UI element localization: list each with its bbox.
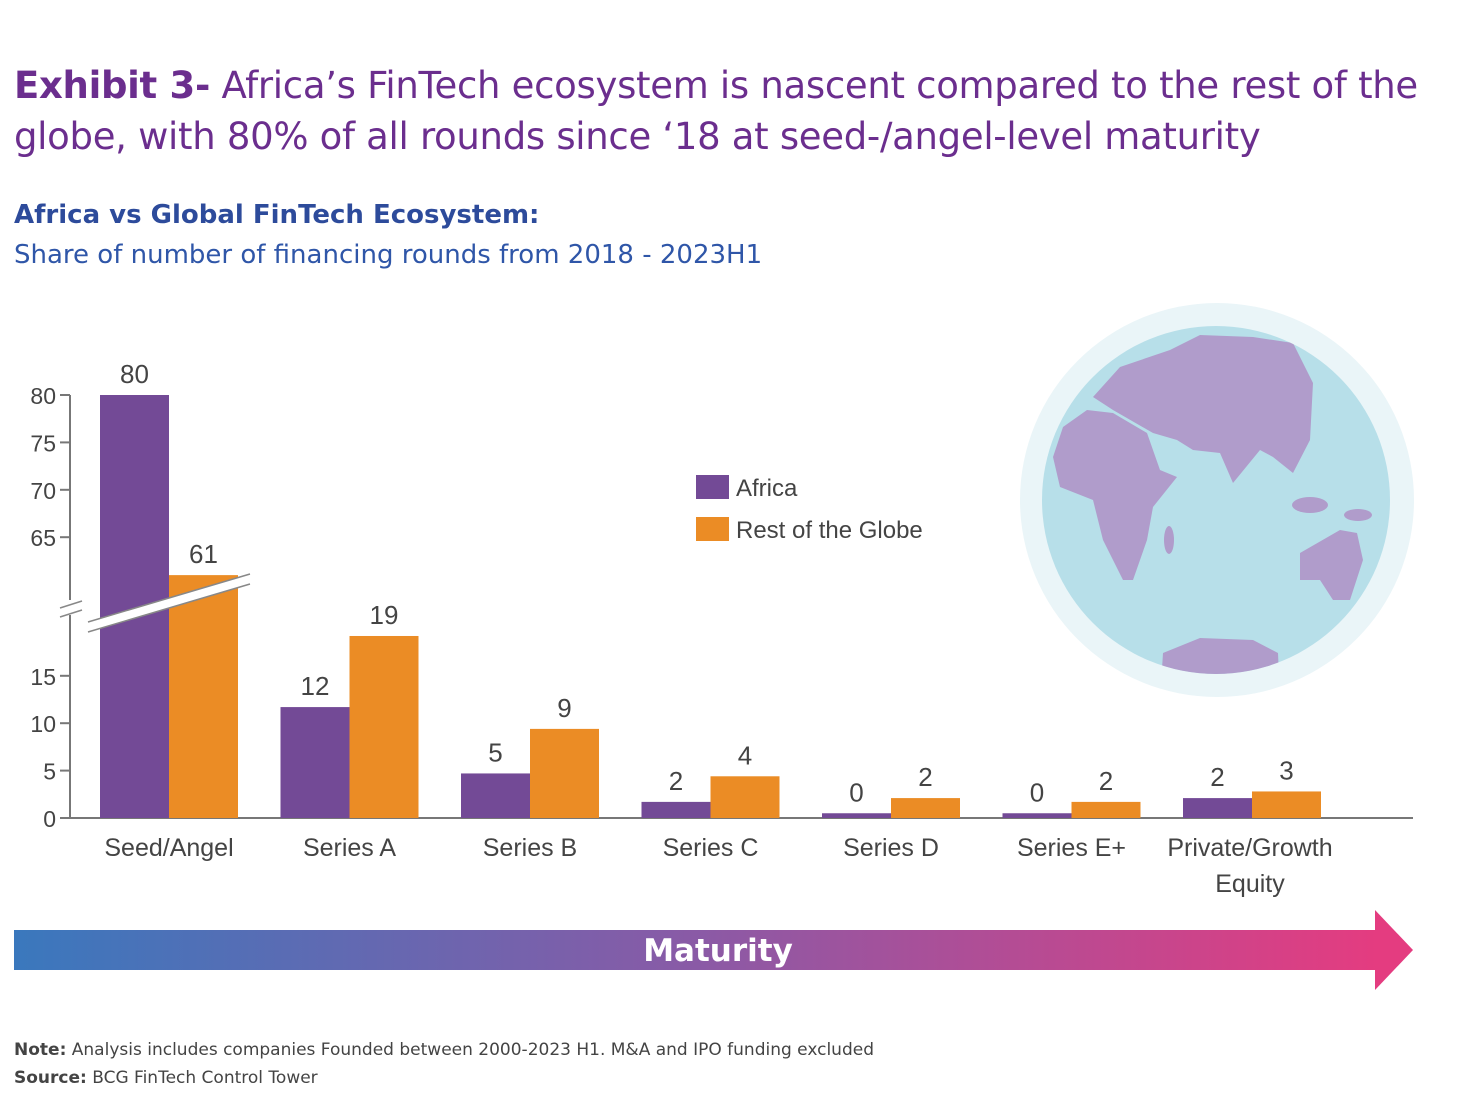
bar-rest-of-the-globe bbox=[1071, 801, 1141, 818]
axis-break-band bbox=[88, 574, 250, 632]
legend: Africa Rest of the Globe bbox=[696, 475, 923, 544]
y-tick-label: 0 bbox=[43, 806, 56, 832]
y-tick-label: 15 bbox=[30, 664, 56, 690]
note-text: Analysis includes companies Founded betw… bbox=[66, 1040, 874, 1060]
bar-rest-of-the-globe bbox=[710, 776, 780, 818]
x-tick-label: Equity bbox=[1215, 870, 1285, 898]
bar-rest-of-the-globe bbox=[1252, 791, 1321, 818]
data-label: 2 bbox=[669, 766, 683, 796]
x-tick-label: Series E+ bbox=[1017, 834, 1126, 862]
y-tick-label: 70 bbox=[30, 478, 56, 504]
axis-break-line bbox=[87, 573, 251, 623]
axis-break-line bbox=[87, 583, 251, 633]
x-tick-label: Series C bbox=[663, 834, 759, 862]
data-label: 4 bbox=[738, 740, 752, 770]
islands-indonesia bbox=[1292, 497, 1328, 513]
data-label: 2 bbox=[1210, 762, 1224, 792]
bar-rest-of-the-globe bbox=[169, 575, 238, 818]
data-label: 0 bbox=[1030, 777, 1044, 807]
bar-africa bbox=[280, 707, 350, 818]
footnotes: Note: Analysis includes companies Founde… bbox=[14, 1036, 874, 1092]
maturity-arrow-shaft bbox=[14, 930, 1378, 970]
bar-rest-of-the-globe bbox=[530, 728, 599, 818]
chart-subheading: Share of number of financing rounds from… bbox=[14, 240, 763, 270]
bar-rest-of-the-globe bbox=[891, 798, 960, 818]
chart-heading: Africa vs Global FinTech Ecosystem: bbox=[14, 200, 540, 230]
legend-label-africa: Africa bbox=[736, 475, 798, 502]
y-tick-label: 5 bbox=[43, 759, 56, 785]
source-line: Source: BCG FinTech Control Tower bbox=[14, 1064, 874, 1092]
x-tick-label: Series D bbox=[843, 834, 939, 862]
note-line: Note: Analysis includes companies Founde… bbox=[14, 1036, 874, 1064]
x-tick-label: Private/Growth bbox=[1167, 834, 1332, 862]
continent-eurasia bbox=[1093, 335, 1313, 483]
exhibit-title-text: Africa’s FinTech ecosystem is nascent co… bbox=[14, 64, 1418, 158]
x-tick-label: Series A bbox=[303, 834, 396, 862]
globe-icon bbox=[1020, 303, 1414, 697]
x-tick-label: Seed/Angel bbox=[104, 834, 233, 862]
bar-africa bbox=[1002, 813, 1072, 818]
y-tick-label: 65 bbox=[30, 525, 56, 551]
y-tick-label: 80 bbox=[30, 383, 56, 409]
source-text: BCG FinTech Control Tower bbox=[86, 1068, 318, 1088]
legend-swatch-globe bbox=[696, 517, 729, 541]
bar-africa bbox=[461, 773, 530, 818]
y-axis-break-mark bbox=[59, 609, 83, 618]
bar-africa bbox=[822, 813, 891, 818]
island-new-guinea bbox=[1344, 509, 1372, 521]
data-label: 19 bbox=[370, 600, 399, 630]
data-label: 2 bbox=[918, 762, 932, 792]
bar-africa bbox=[1183, 798, 1252, 818]
continent-antarctica bbox=[1160, 638, 1280, 674]
data-label: 61 bbox=[189, 539, 218, 569]
exhibit-title: Exhibit 3- Africa’s FinTech ecosystem is… bbox=[14, 60, 1454, 162]
island-madagascar bbox=[1164, 526, 1174, 554]
y-axis-gap bbox=[66, 600, 76, 615]
x-tick-label: Series B bbox=[483, 834, 577, 862]
y-tick-label: 10 bbox=[30, 711, 56, 737]
exhibit-label: Exhibit 3- bbox=[14, 64, 211, 107]
source-label: Source: bbox=[14, 1068, 87, 1088]
legend-swatch-africa bbox=[696, 475, 729, 499]
data-label: 5 bbox=[488, 737, 502, 767]
continent-africa bbox=[1053, 410, 1177, 580]
data-label: 2 bbox=[1099, 766, 1113, 796]
maturity-arrow-head bbox=[1375, 910, 1413, 990]
maturity-arrow: Maturity bbox=[14, 910, 1413, 990]
data-label: 12 bbox=[301, 671, 330, 701]
data-label: 3 bbox=[1279, 755, 1293, 785]
continent-australia bbox=[1300, 530, 1363, 600]
note-label: Note: bbox=[14, 1040, 67, 1060]
maturity-label: Maturity bbox=[643, 933, 793, 969]
data-label: 0 bbox=[849, 777, 863, 807]
y-axis-break-mark bbox=[59, 600, 83, 609]
bar-rest-of-the-globe bbox=[349, 635, 419, 818]
legend-label-globe: Rest of the Globe bbox=[736, 517, 923, 544]
bar-africa bbox=[641, 801, 711, 818]
data-label: 80 bbox=[120, 359, 149, 389]
bar-plot: 0 5 10 15 65 70 75 80 80 61 Seed/Angel 12 19 Series A… bbox=[30, 359, 1413, 898]
data-label: 9 bbox=[557, 693, 571, 723]
y-tick-label: 75 bbox=[30, 430, 56, 456]
